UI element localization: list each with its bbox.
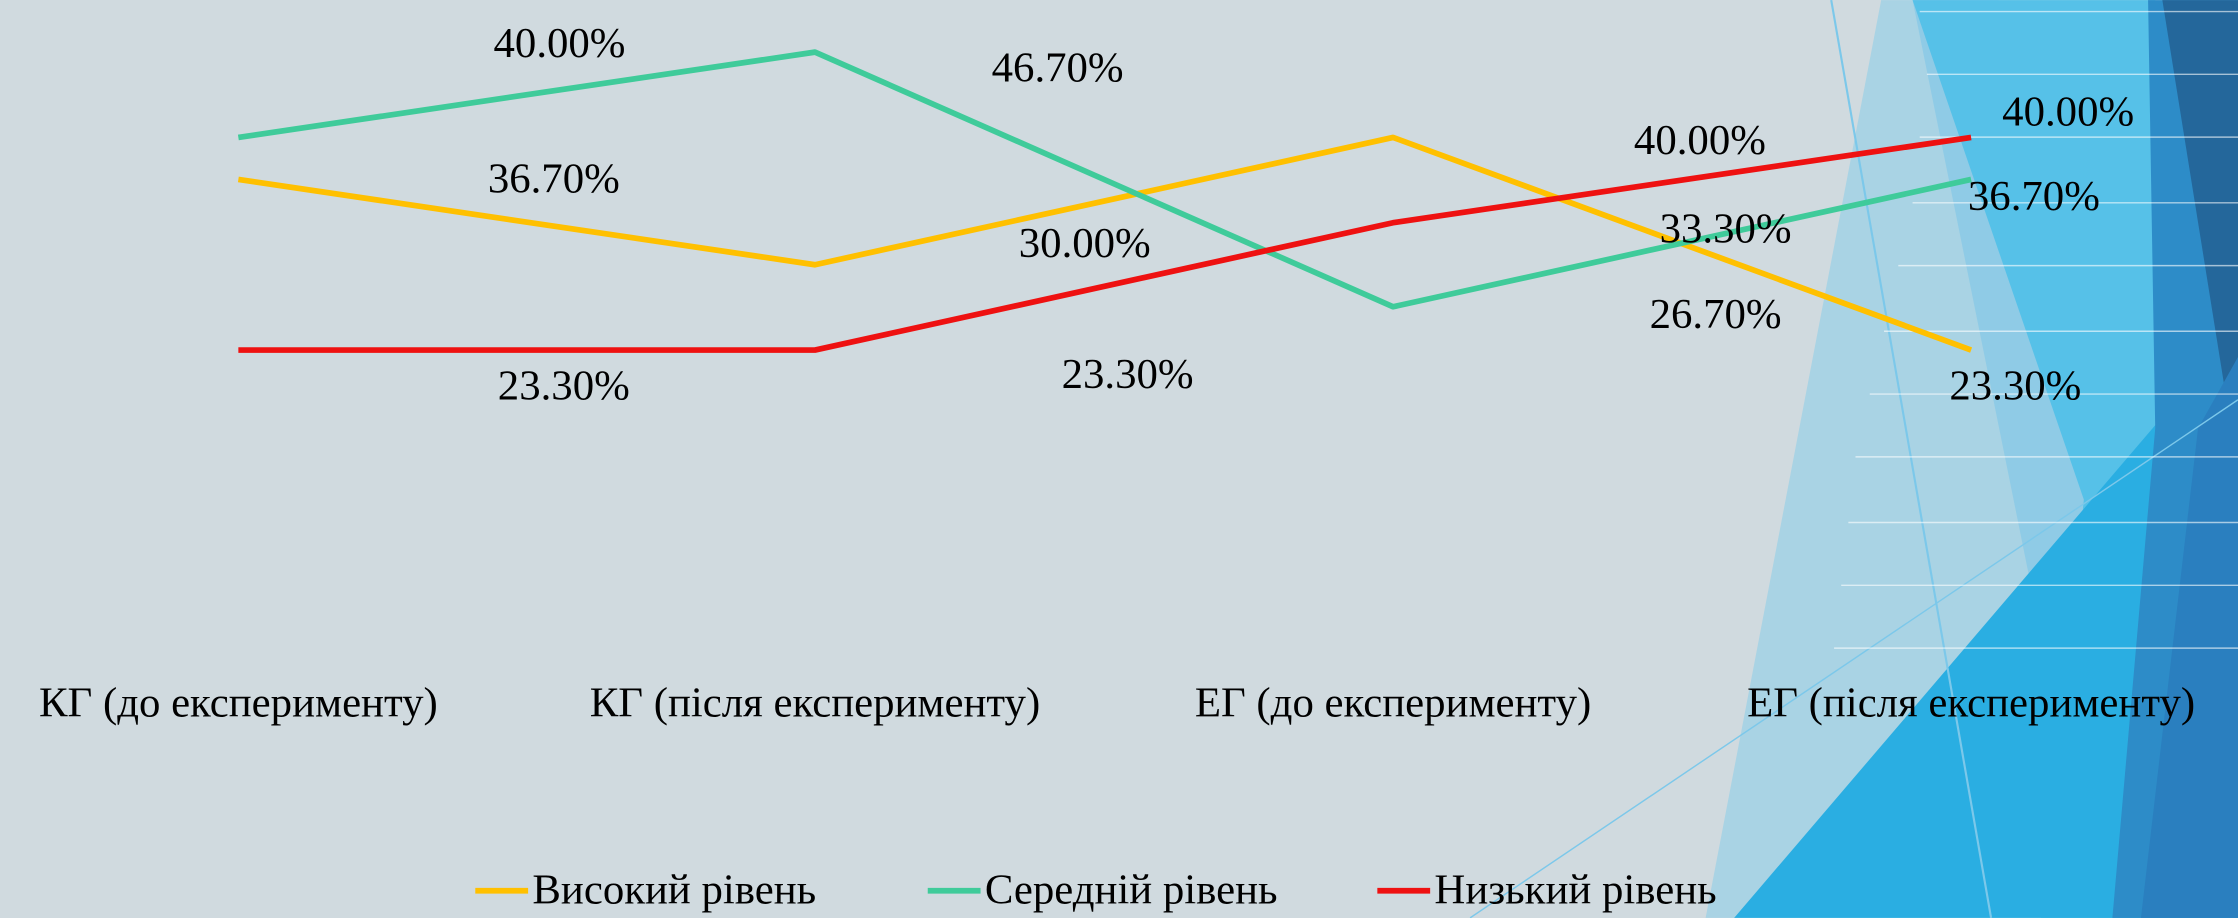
x-tick-label: КГ (після експерименту) — [590, 679, 1040, 726]
data-label: 36.70% — [1968, 173, 2100, 220]
data-label: 23.30% — [1062, 351, 1194, 398]
legend-label: Високий рівень — [532, 866, 816, 913]
data-label: 40.00% — [1634, 117, 1766, 164]
x-tick-label: ЕГ (після експерименту) — [1747, 679, 2195, 726]
series-line — [237, 49, 1972, 310]
data-label: 46.70% — [992, 44, 1124, 91]
data-label: 23.30% — [1949, 363, 2081, 410]
data-label: 33.30% — [1660, 206, 1792, 253]
legend-label: Низький рівень — [1434, 866, 1716, 913]
legend-label: Середній рівень — [985, 866, 1278, 913]
data-label: 36.70% — [488, 156, 620, 203]
series-line — [238, 134, 1972, 353]
data-label: 26.70% — [1650, 291, 1782, 338]
decoration — [1469, 0, 2238, 918]
data-label: 40.00% — [2002, 89, 2134, 136]
x-tick-label: ЕГ (до експерименту) — [1195, 679, 1591, 726]
x-tick-label: КГ (до експерименту) — [39, 679, 438, 726]
data-label: 40.00% — [494, 20, 626, 67]
data-label: 30.00% — [1019, 220, 1151, 267]
data-label: 23.30% — [498, 363, 630, 410]
